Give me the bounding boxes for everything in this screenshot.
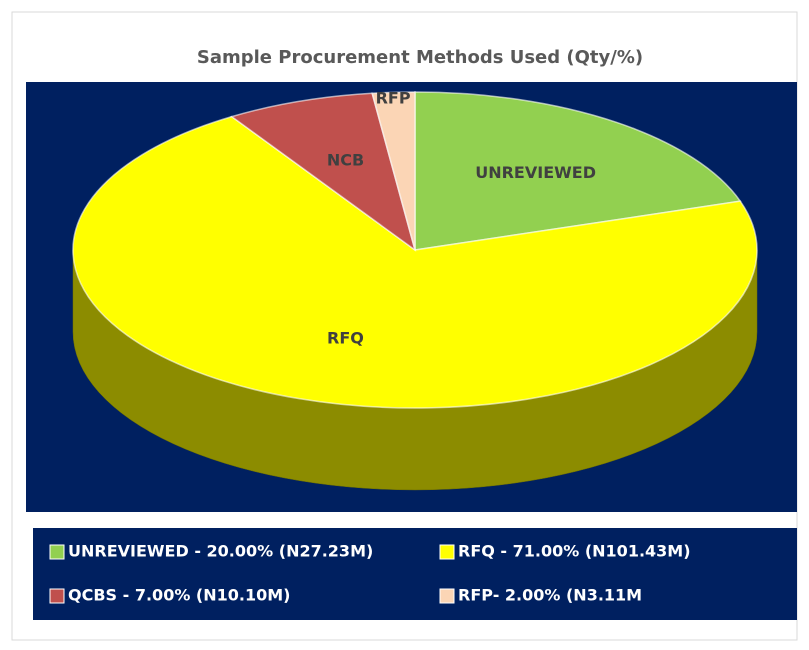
slice-top <box>230 92 417 252</box>
pie: UNREVIEWED RFQ NCB RFP <box>72 89 758 491</box>
slice-top <box>414 91 742 251</box>
slice-label: UNREVIEWED <box>475 163 596 182</box>
chart-title: Sample Procurement Methods Used (Qty/%) <box>197 47 643 68</box>
legend-swatch <box>439 588 455 604</box>
legend-label: RFP- 2.00% (N3.11M <box>458 586 642 605</box>
slice-top <box>371 91 416 251</box>
legend-label: UNREVIEWED - 20.00% (N27.23M) <box>68 542 373 561</box>
slice-label: RFQ <box>327 329 364 348</box>
legend-box <box>33 528 797 620</box>
slice-label: RFP <box>376 89 411 108</box>
legend: UNREVIEWED - 20.00% (N27.23M) RFQ - 71.00… <box>49 542 691 605</box>
legend-swatch <box>49 544 65 560</box>
legend-label: RFQ - 71.00% (N101.43M) <box>458 542 691 561</box>
legend-swatch <box>49 588 65 604</box>
slice <box>371 91 416 251</box>
legend-swatch <box>439 544 455 560</box>
slice <box>230 92 417 252</box>
slice-top <box>72 115 758 409</box>
slice <box>72 115 758 491</box>
slice <box>414 91 742 251</box>
slice-label: NCB <box>327 150 364 169</box>
legend-label: QCBS - 7.00% (N10.10M) <box>68 586 290 605</box>
